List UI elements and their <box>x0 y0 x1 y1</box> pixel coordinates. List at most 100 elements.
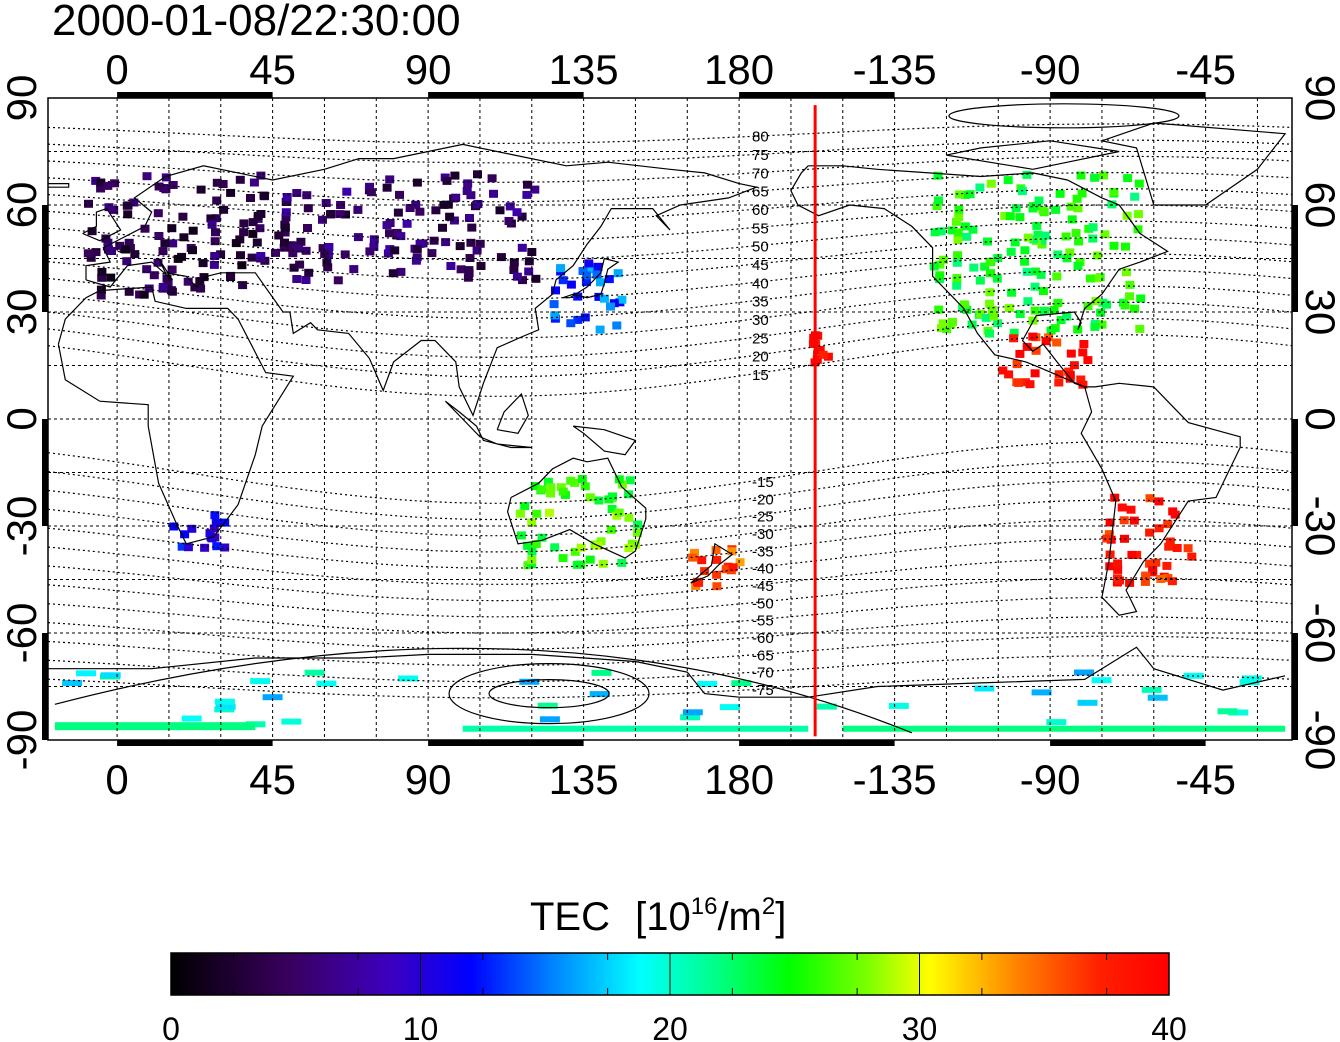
tec-cell <box>464 266 474 275</box>
tec-cell <box>627 539 637 548</box>
tec-cell <box>1102 300 1112 309</box>
tec-cell <box>888 702 909 709</box>
contour-label: -40 <box>752 561 774 578</box>
tec-cell <box>582 271 592 280</box>
top-lon-label: -45 <box>1175 46 1236 93</box>
tec-cell <box>1005 212 1015 221</box>
tec-cell <box>608 492 617 501</box>
tec-cell <box>1096 308 1106 317</box>
tec-cell <box>495 206 505 215</box>
tec-cell <box>512 208 522 217</box>
tec-cell <box>1135 324 1145 333</box>
tec-cell <box>930 228 940 237</box>
contour-label: 50 <box>752 239 769 256</box>
contour-label: -15 <box>752 474 774 491</box>
tec-cell <box>1092 251 1102 260</box>
tec-cell <box>323 263 333 272</box>
tec-cell <box>682 709 703 716</box>
tec-cell <box>942 325 952 334</box>
contour-label: 55 <box>752 220 769 237</box>
tec-cell <box>210 511 220 520</box>
tec-cell <box>1167 577 1177 586</box>
tec-cell <box>935 260 945 269</box>
tec-cell <box>181 715 202 722</box>
bottom-lon-label: -45 <box>1175 756 1236 803</box>
frame-bar <box>1292 419 1298 526</box>
tec-cell <box>1145 494 1155 503</box>
tec-cell <box>97 267 107 276</box>
frame-bar <box>428 740 584 746</box>
tec-cell <box>968 225 978 234</box>
coastline <box>48 183 70 188</box>
contour-line <box>48 253 1292 300</box>
tec-cell <box>584 259 594 268</box>
tec-cell <box>101 234 111 243</box>
tec-cell <box>476 262 486 270</box>
tec-cell <box>369 242 379 251</box>
tec-cell <box>711 546 721 554</box>
tec-cell <box>1123 174 1133 183</box>
tec-cell <box>1102 534 1112 543</box>
frame-bar <box>1050 92 1206 98</box>
tec-cell <box>992 274 1002 283</box>
tec-cell <box>998 366 1008 375</box>
tec-cell <box>209 524 219 533</box>
tec-cell <box>472 246 482 255</box>
tec-cell <box>688 553 698 562</box>
tec-cell <box>1072 194 1082 203</box>
tec-cell <box>531 540 541 548</box>
tec-cell <box>335 210 345 219</box>
tec-cell <box>598 559 608 568</box>
tec-cell <box>451 193 461 202</box>
tec-cell <box>1030 282 1040 291</box>
tec-cell <box>450 171 460 180</box>
tec-cell <box>1065 370 1075 379</box>
tec-cell <box>396 232 406 241</box>
contour-label: 35 <box>752 294 769 311</box>
tec-cell <box>721 565 731 574</box>
tec-cell <box>249 178 259 187</box>
left-lat-label: 30 <box>0 289 45 336</box>
tec-cell <box>1172 544 1182 552</box>
tec-cell <box>1040 231 1050 240</box>
tec-cell <box>980 262 990 271</box>
tec-cell <box>1031 346 1041 355</box>
right-lat-label: 0 <box>1297 407 1340 430</box>
tec-cell <box>1020 246 1030 255</box>
coastline <box>1080 382 1241 616</box>
tec-cell <box>606 302 615 311</box>
tec-cell <box>246 194 255 202</box>
tec-cell <box>1217 708 1238 715</box>
tec-cell <box>1053 298 1063 307</box>
tec-cell <box>301 276 311 284</box>
tec-cell <box>405 204 415 212</box>
tec-cell <box>572 560 582 569</box>
right-lat-label: -60 <box>1297 603 1340 664</box>
tec-cell <box>577 475 587 483</box>
tec-cell <box>239 228 249 237</box>
tec-cell <box>144 284 154 293</box>
frame-bar <box>42 205 48 312</box>
tec-cell <box>1046 719 1067 726</box>
tec-cell <box>952 281 962 290</box>
tec-cell <box>617 295 627 304</box>
contour-label: 20 <box>752 349 769 366</box>
tec-cell <box>166 286 176 295</box>
tec-cell <box>124 287 134 296</box>
tec-cell <box>551 286 560 295</box>
tec-cell <box>402 219 412 228</box>
tec-cell <box>1078 348 1088 357</box>
tec-cell <box>1022 342 1032 351</box>
tec-cell <box>1015 349 1025 358</box>
tec-cell <box>1061 232 1071 241</box>
tec-cell <box>1066 202 1076 211</box>
tec-cell <box>1038 206 1048 215</box>
tec-cell <box>103 238 113 247</box>
tec-cell <box>614 475 624 484</box>
tec-cell <box>382 183 392 192</box>
tec-cell <box>353 233 363 242</box>
tec-cell <box>154 232 164 240</box>
tec-cell <box>558 554 568 563</box>
tec-cell <box>558 276 568 285</box>
tec-cell <box>262 694 283 701</box>
